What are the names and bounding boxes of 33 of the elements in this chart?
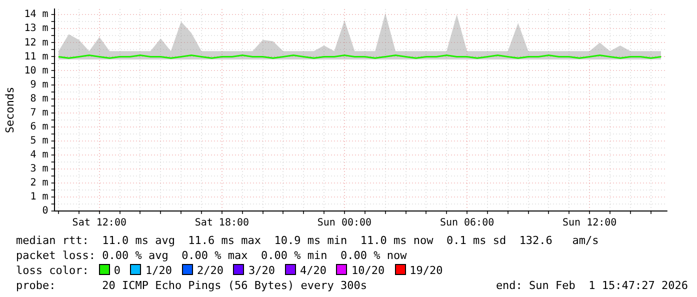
y-tick-label: 12 m [24,37,48,48]
y-tick-label: 6 m [30,121,48,132]
y-tick-label: 5 m [30,135,48,146]
y-tick-label: 11 m [24,51,48,62]
x-tick-label: Sun 06:00 [440,218,494,229]
y-tick-label: 13 m [24,23,48,34]
legend-title: loss color: [16,264,89,277]
legend-label: 3/20 [248,264,275,277]
text: median rtt: 11.0 ms avg 11.6 ms max 10.9 ms min 11.0 ms now 0.1 ms sd 132.6 am/s [16,233,600,248]
y-tick-label: 1 m [30,192,48,203]
y-tick-label: 4 m [30,149,48,160]
x-tick-label: Sun 00:00 [317,218,372,229]
legend-label: 19/20 [410,264,443,277]
legend-label: 0 [114,264,120,277]
y-tick-label: 7 m [30,107,48,118]
legend-label: 10/20 [351,264,385,277]
text: end: Sun Feb 1 15:47:27 2026 [496,278,688,293]
legend-label: 1/20 [145,264,172,277]
y-axis-title: Seconds [3,86,16,134]
y-tick-label: 10 m [24,65,48,76]
x-tick-label: Sat 18:00 [194,218,250,229]
x-tick-label: Sat 12:00 [72,218,126,229]
y-tick-label: 8 m [30,93,48,104]
y-tick-label: 14 m [24,9,48,20]
y-tick-label: 3 m [30,164,48,175]
x-tick-label: Sun 12:00 [562,218,617,229]
text: packet loss: 0.00 % avg 0.00 % max 0.00 % min 0.00 % now [16,248,408,263]
y-tick-label: 9 m [30,79,48,90]
y-tick-label: 2 m [30,178,48,189]
legend-label: 2/20 [196,264,224,277]
y-tick-label: 0 [42,206,48,217]
text: probe: 20 ICMP Echo Pings (56 Bytes) every 300s [16,279,367,292]
legend-label: 4/20 [300,264,326,277]
